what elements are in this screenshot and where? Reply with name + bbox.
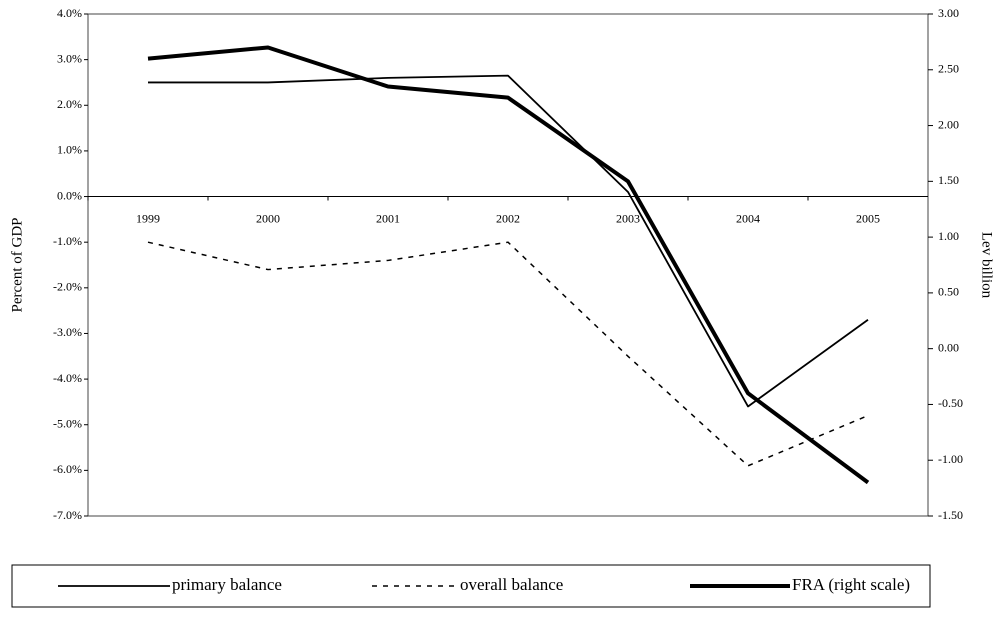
y2-tick-label: 1.50 [938,173,959,187]
y-tick-label: 0.0% [57,188,82,202]
x-tick-label: 2002 [496,211,520,225]
legend-label: overall balance [460,575,563,594]
y-tick-label: -3.0% [53,325,82,339]
y2-tick-label: 1.00 [938,229,959,243]
legend-label: primary balance [172,575,282,594]
y2-tick-label: -0.50 [938,396,963,410]
y-tick-label: 2.0% [57,97,82,111]
y-tick-label: -4.0% [53,371,82,385]
plot-frame [87,13,929,517]
series-line [147,241,869,467]
y2-tick-label: -1.00 [938,452,963,466]
y2-tick-label: 0.00 [938,340,959,354]
y-tick-label: -1.0% [53,234,82,248]
y2-axis-label: Lev billion [979,232,995,299]
legend-box [11,564,931,608]
y-tick-label: 4.0% [57,6,82,20]
x-tick-label: 2000 [256,211,280,225]
x-tick-label: 2001 [376,211,400,225]
y2-tick-label: 0.50 [938,285,959,299]
y-tick-label: -7.0% [53,508,82,522]
y-tick-label: -5.0% [53,416,82,430]
x-tick-label: 2003 [616,211,640,225]
series-line [148,74,869,408]
legend-label: FRA (right scale) [792,575,910,594]
y2-tick-label: 3.00 [938,6,959,20]
y2-tick-label: 2.50 [938,62,959,76]
y-tick-label: -6.0% [53,462,82,476]
y-tick-label: -2.0% [53,280,82,294]
x-tick-label: 2005 [856,211,880,225]
y-tick-label: 1.0% [57,143,82,157]
y2-tick-label: -1.50 [938,508,963,522]
x-tick-label: 1999 [136,211,160,225]
y-axis-label: Percent of GDP [9,218,25,313]
y-tick-label: 3.0% [57,51,82,65]
x-tick-label: 2004 [736,211,760,225]
series-line [147,45,870,485]
y2-tick-label: 2.00 [938,117,959,131]
